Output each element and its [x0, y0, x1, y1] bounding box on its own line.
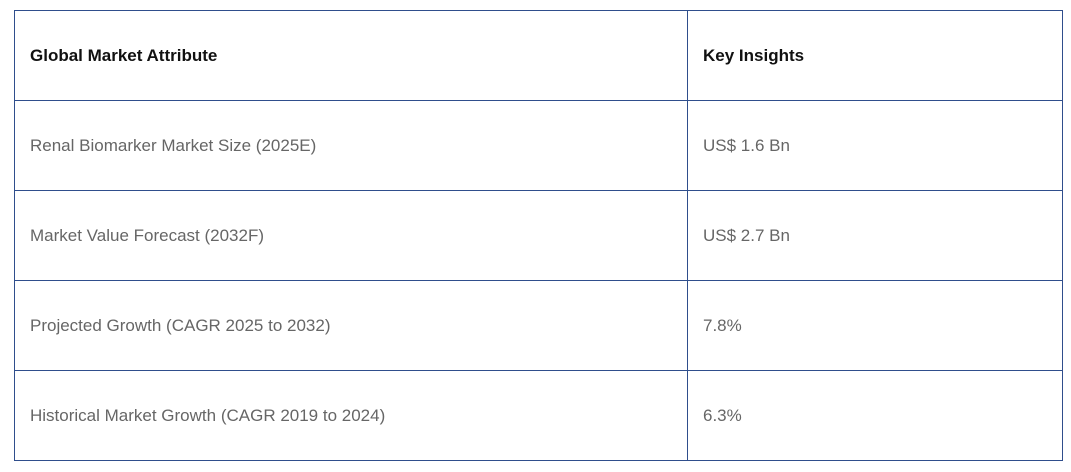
header-attribute: Global Market Attribute [14, 10, 688, 101]
table-row: Market Value Forecast (2032F) US$ 2.7 Bn [14, 190, 1063, 281]
header-insights: Key Insights [687, 10, 1063, 101]
attribute-cell: Market Value Forecast (2032F) [14, 190, 688, 281]
attribute-cell: Historical Market Growth (CAGR 2019 to 2… [14, 370, 688, 461]
attribute-cell: Renal Biomarker Market Size (2025E) [14, 100, 688, 191]
market-attributes-table: Global Market Attribute Key Insights Ren… [14, 10, 1063, 461]
table-row: Renal Biomarker Market Size (2025E) US$ … [14, 100, 1063, 191]
insight-cell: 6.3% [687, 370, 1063, 461]
attribute-cell: Projected Growth (CAGR 2025 to 2032) [14, 280, 688, 371]
table-row: Projected Growth (CAGR 2025 to 2032) 7.8… [14, 280, 1063, 371]
insight-cell: 7.8% [687, 280, 1063, 371]
table-header-row: Global Market Attribute Key Insights [14, 10, 1063, 101]
table-row: Historical Market Growth (CAGR 2019 to 2… [14, 370, 1063, 461]
insight-cell: US$ 1.6 Bn [687, 100, 1063, 191]
insight-cell: US$ 2.7 Bn [687, 190, 1063, 281]
